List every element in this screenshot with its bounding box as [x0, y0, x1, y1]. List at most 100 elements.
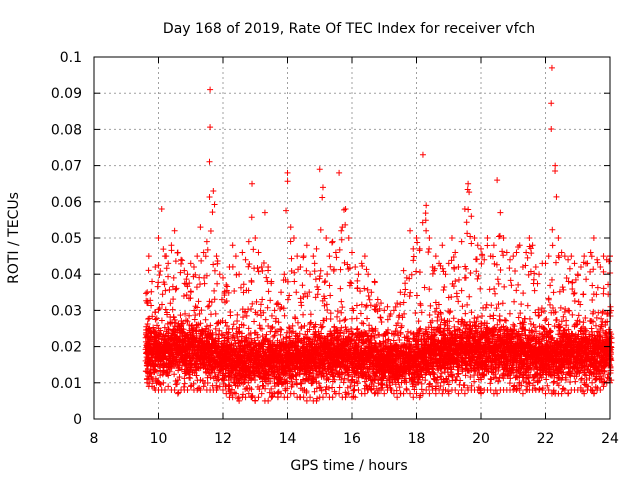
data-point: [162, 288, 168, 294]
data-point: [210, 261, 216, 267]
data-point: [193, 303, 199, 309]
data-point: [220, 275, 226, 281]
data-point: [299, 282, 305, 288]
data-point: [246, 239, 252, 245]
data-point: [241, 281, 247, 287]
data-point: [223, 282, 229, 288]
data-point: [426, 286, 432, 292]
data-point: [312, 268, 318, 274]
chart-title: Day 168 of 2019, Rate Of TEC Index for r…: [163, 21, 535, 37]
data-point: [433, 253, 439, 259]
data-point: [324, 271, 330, 277]
data-point: [437, 373, 443, 379]
data-point: [381, 391, 387, 397]
data-point: [255, 249, 261, 255]
data-point: [249, 214, 255, 220]
data-point: [207, 124, 213, 130]
data-point: [426, 235, 432, 241]
data-point: [310, 253, 316, 259]
data-point: [273, 316, 279, 322]
data-point: [341, 207, 347, 213]
data-point: [231, 321, 237, 327]
data-point: [413, 268, 419, 274]
data-point: [345, 373, 351, 379]
data-point: [213, 311, 219, 317]
data-point: [270, 334, 276, 340]
data-point: [394, 394, 400, 400]
data-point: [358, 310, 364, 316]
data-point: [214, 253, 220, 259]
data-point: [394, 388, 400, 394]
data-point: [456, 277, 462, 283]
data-point: [304, 242, 310, 248]
data-point: [263, 332, 269, 338]
data-point: [194, 284, 200, 290]
data-point: [187, 375, 193, 381]
data-point: [379, 319, 385, 325]
data-point: [375, 297, 381, 303]
data-point: [303, 268, 309, 274]
data-point: [187, 295, 193, 301]
data-point: [451, 315, 457, 321]
data-points: [143, 65, 615, 404]
data-point: [439, 370, 445, 376]
data-point: [249, 181, 255, 187]
data-point: [183, 317, 189, 323]
data-point: [354, 303, 360, 309]
data-point: [269, 313, 275, 319]
data-point: [317, 166, 323, 172]
data-point: [155, 284, 161, 290]
data-point: [339, 304, 345, 310]
data-point: [407, 290, 413, 296]
data-point: [252, 235, 258, 241]
data-point: [455, 298, 461, 304]
data-point: [276, 319, 282, 325]
data-point: [191, 308, 197, 314]
data-point: [346, 235, 352, 241]
data-point: [292, 316, 298, 322]
data-point: [231, 288, 237, 294]
data-point: [163, 307, 169, 313]
data-point: [342, 260, 348, 266]
data-point: [255, 394, 261, 400]
data-point: [202, 281, 208, 287]
data-point: [290, 323, 296, 329]
data-point: [352, 264, 358, 270]
data-point: [403, 386, 409, 392]
data-point: [426, 391, 432, 397]
data-point: [291, 391, 297, 397]
data-point: [188, 288, 194, 294]
data-point: [143, 290, 149, 296]
data-point: [278, 327, 284, 333]
data-point: [338, 299, 344, 305]
data-point: [337, 384, 343, 390]
data-point: [291, 278, 297, 284]
data-point: [288, 239, 294, 245]
data-point: [307, 394, 313, 400]
data-point: [188, 383, 194, 389]
data-point: [337, 286, 343, 292]
data-point: [164, 265, 170, 271]
data-point: [159, 206, 165, 212]
data-point: [203, 317, 209, 323]
data-point: [322, 278, 328, 284]
data-point: [423, 210, 429, 216]
data-point: [185, 387, 191, 393]
data-point: [285, 178, 291, 184]
data-point: [278, 289, 284, 295]
data-point: [426, 246, 432, 252]
data-point: [301, 394, 307, 400]
data-point: [181, 384, 187, 390]
data-point: [318, 268, 324, 274]
data-point: [355, 271, 361, 277]
data-point: [414, 235, 420, 241]
data-point: [446, 260, 452, 266]
data-point: [263, 275, 269, 281]
data-point: [438, 383, 444, 389]
data-point: [423, 387, 429, 393]
data-point: [407, 391, 413, 397]
data-point: [170, 296, 176, 302]
data-point: [364, 316, 370, 322]
data-point: [414, 239, 420, 245]
